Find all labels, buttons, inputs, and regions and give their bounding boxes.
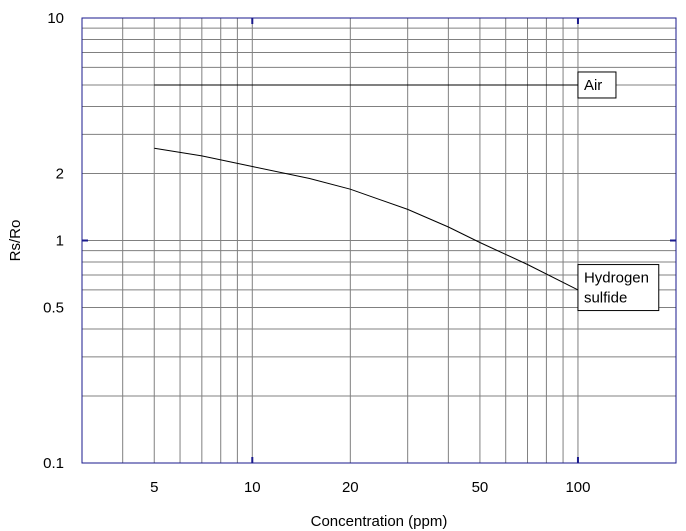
frame-ticks: [82, 18, 676, 463]
y-tick-label: 2: [56, 166, 64, 183]
y-tick-label: 0.5: [43, 299, 64, 316]
x-tick-label: 100: [565, 479, 590, 496]
x-axis-label: Concentration (ppm): [311, 513, 448, 530]
y-axis-label: Rs/Ro: [7, 220, 24, 262]
x-tick-labels: 5 10 20 50 100: [150, 479, 590, 496]
annotation-label-air: Air: [584, 77, 602, 94]
y-tick-label: 10: [47, 10, 64, 27]
series-layer: [154, 84, 579, 291]
annotations: Air Hydrogen sulfide: [577, 71, 660, 312]
annotation-label-hydrogen-sulfide: sulfide: [584, 290, 627, 307]
x-tick-label: 20: [342, 479, 359, 496]
y-tick-labels: 0.1 0.5 1 2 10: [43, 10, 64, 472]
x-tick-label: 5: [150, 479, 158, 496]
annotation-label-hydrogen-sulfide: Hydrogen: [584, 270, 649, 287]
y-tick-label: 1: [56, 233, 64, 250]
annotation-box-air: [577, 71, 617, 99]
x-tick-label: 50: [472, 479, 489, 496]
y-tick-label: 0.1: [43, 455, 64, 472]
annotation-box-hydrogen-sulfide: [577, 264, 660, 312]
x-tick-label: 10: [244, 479, 261, 496]
series-line-hydrogen-sulfide: [154, 147, 579, 291]
